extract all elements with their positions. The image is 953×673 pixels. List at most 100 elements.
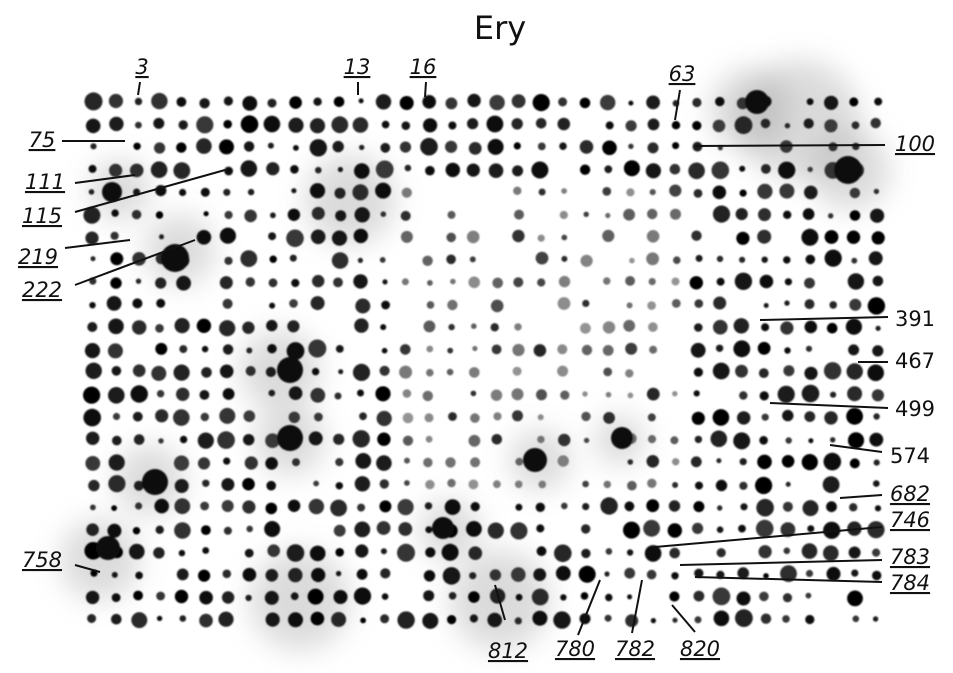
dot: [805, 345, 813, 352]
dot: [130, 385, 148, 403]
dot: [268, 389, 276, 397]
dot: [375, 160, 394, 179]
leader-line: [137, 81, 141, 96]
dot: [691, 411, 705, 425]
dot: [401, 187, 412, 198]
dot: [755, 519, 774, 538]
dot: [200, 412, 209, 422]
dot: [713, 610, 730, 627]
dot: [111, 571, 118, 578]
dot: [445, 97, 458, 110]
dot: [404, 480, 410, 486]
dot: [805, 254, 816, 265]
dot: [807, 166, 813, 173]
dot: [875, 325, 881, 331]
dot: [313, 97, 322, 106]
dot: [690, 342, 706, 358]
dot: [311, 567, 326, 583]
dot: [669, 591, 680, 602]
dot: [107, 523, 122, 538]
dot: [604, 571, 610, 577]
dot: [600, 497, 618, 515]
dot: [604, 614, 612, 622]
dot: [132, 320, 147, 335]
spot-label: 100: [895, 132, 935, 156]
dot: [335, 570, 342, 577]
dot: [627, 594, 633, 600]
dot: [83, 386, 101, 404]
dot: [447, 299, 458, 311]
dot: [335, 345, 344, 353]
dot: [287, 320, 300, 333]
dot: [512, 343, 525, 357]
dot: [711, 161, 730, 180]
dot: [425, 479, 435, 490]
dot: [532, 610, 548, 626]
dot: [712, 362, 730, 380]
dot: [602, 345, 614, 356]
dot: [782, 615, 790, 623]
dot: [760, 613, 772, 624]
dot: [803, 118, 814, 129]
dot: [490, 299, 504, 313]
dot: [423, 590, 435, 602]
spot-label: 75: [29, 128, 56, 152]
dot: [611, 427, 633, 449]
dot: [380, 211, 387, 217]
dot: [559, 210, 568, 220]
dot: [356, 568, 368, 580]
dot: [85, 456, 101, 471]
dot: [605, 212, 611, 219]
dot: [352, 117, 369, 133]
dot: [335, 548, 345, 557]
dot: [470, 502, 480, 512]
dot: [381, 347, 388, 354]
dot: [155, 342, 168, 355]
dot: [289, 299, 298, 308]
dot: [847, 432, 865, 449]
dot: [558, 275, 571, 288]
dot: [354, 521, 371, 538]
dot: [399, 96, 414, 110]
dot: [423, 320, 436, 333]
dot: [199, 590, 213, 605]
dot: [201, 367, 212, 378]
dot: [221, 478, 235, 491]
dot: [268, 232, 277, 241]
dot: [242, 477, 255, 491]
dot: [135, 502, 143, 510]
dot: [355, 298, 371, 314]
dot: [553, 611, 571, 629]
spot-label: 782: [615, 637, 655, 661]
dot: [309, 118, 326, 134]
dot: [531, 161, 549, 179]
dot: [801, 228, 819, 246]
dot: [176, 568, 189, 581]
dot: [196, 230, 212, 245]
dot: [155, 409, 169, 423]
dot: [582, 391, 588, 397]
dot: [668, 500, 681, 512]
dot: [448, 592, 457, 600]
dot: [670, 208, 681, 220]
dot: [874, 505, 882, 512]
dot: [694, 568, 704, 578]
dot: [513, 277, 524, 288]
dot: [671, 121, 681, 130]
dot: [671, 277, 680, 286]
dot: [267, 544, 281, 557]
spot-label: 820: [680, 637, 720, 661]
dot: [87, 322, 98, 332]
dot: [739, 189, 747, 197]
dot: [830, 437, 836, 443]
dot: [623, 319, 636, 332]
dot: [176, 97, 187, 107]
dot: [647, 413, 656, 422]
dot: [223, 457, 231, 465]
dot: [308, 431, 323, 446]
dot: [224, 166, 234, 176]
dot: [423, 118, 438, 133]
dot: [133, 142, 141, 150]
dot: [420, 137, 438, 156]
dot: [713, 296, 727, 310]
